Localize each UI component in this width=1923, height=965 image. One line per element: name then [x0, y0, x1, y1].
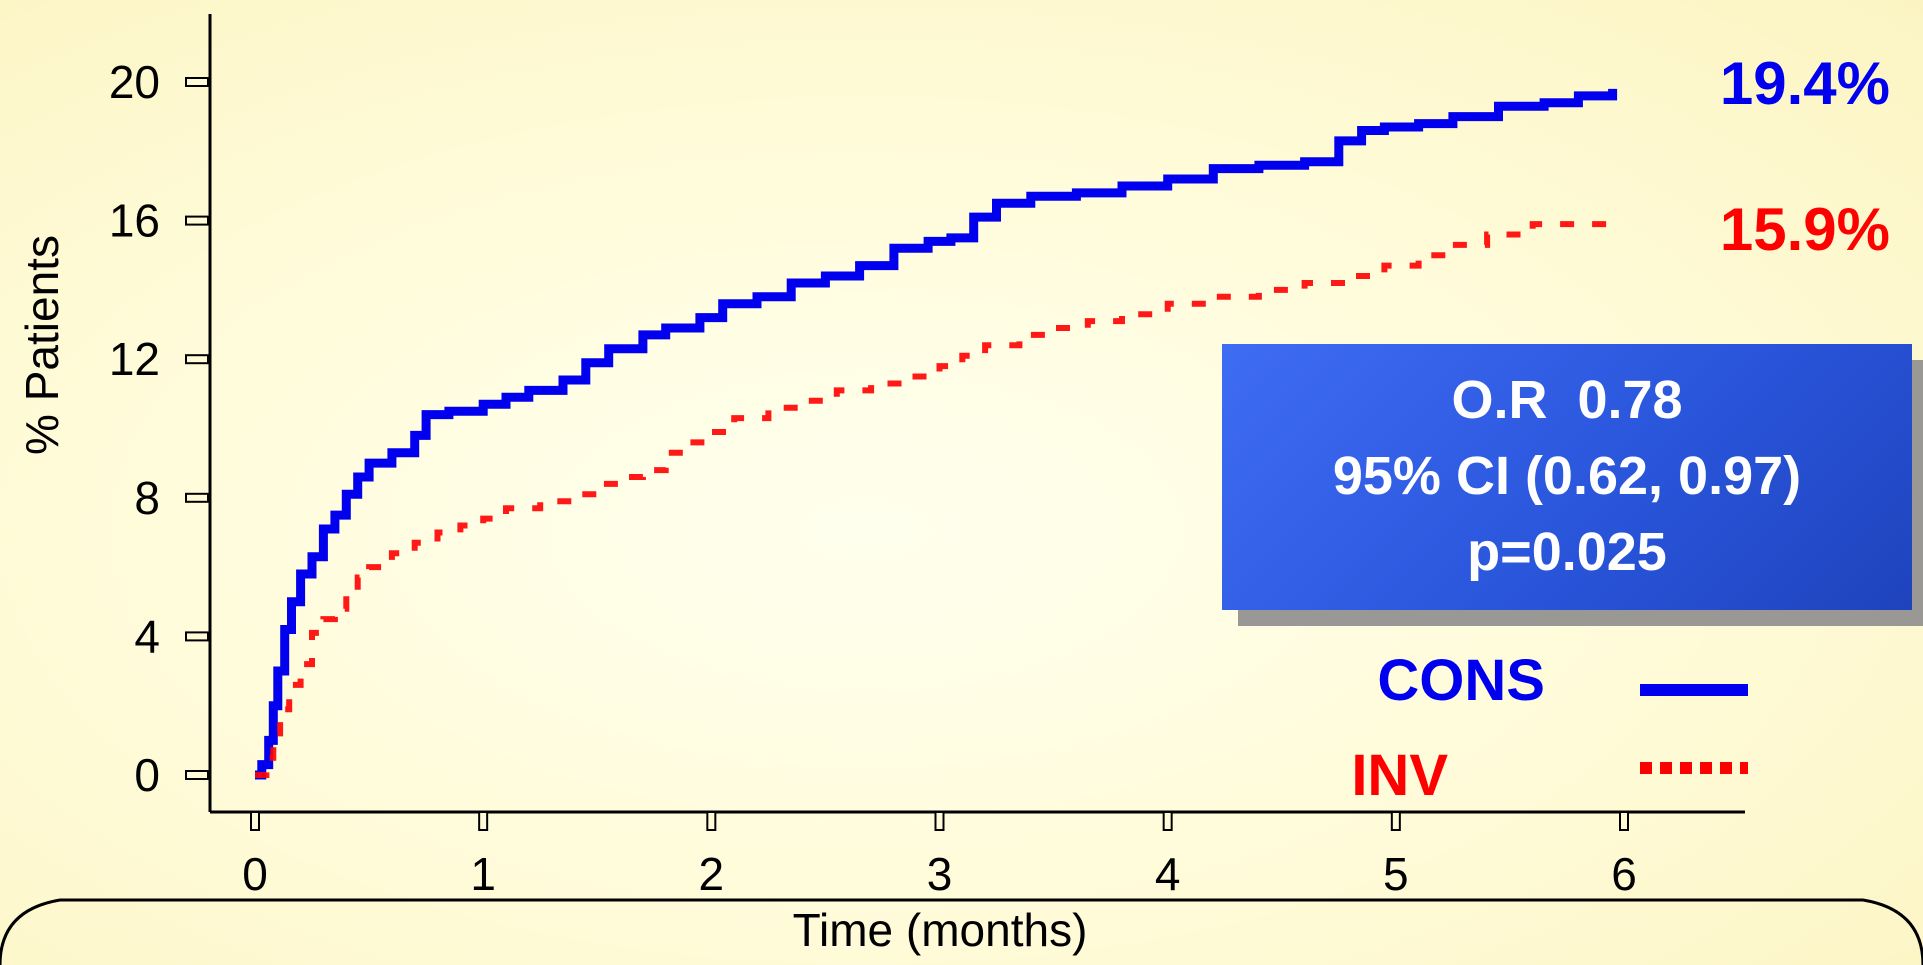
slide-frame	[0, 898, 1923, 965]
y-tick-mark	[185, 770, 209, 780]
x-tick-mark	[934, 811, 945, 831]
odds-ratio-box: O.R 0.78 95% CI (0.62, 0.97) p=0.025	[1222, 344, 1912, 610]
odds-ratio-text: O.R 0.78	[1451, 370, 1683, 430]
axes	[208, 14, 1745, 814]
x-tick-mark	[1390, 811, 1401, 831]
x-tick-label: 1	[470, 848, 496, 900]
x-tick-mark	[706, 811, 717, 831]
y-tick-mark	[185, 215, 209, 226]
x-axis-title: Time (months)	[793, 904, 1088, 956]
y-tick-label: 12	[109, 333, 160, 385]
x-tick-label: 2	[699, 848, 725, 900]
x-tick-label: 5	[1383, 848, 1409, 900]
x-tick-label: 6	[1611, 848, 1637, 900]
confidence-interval-text: 95% CI (0.62, 0.97)	[1332, 446, 1802, 506]
x-tick-mark	[1619, 811, 1629, 831]
x-tick-mark	[478, 811, 489, 831]
cons-end-label: 19.4%	[1720, 50, 1890, 117]
p-value-text: p=0.025	[1467, 522, 1667, 582]
y-ticks: 0 4 8 12 16 20	[109, 56, 209, 801]
y-tick-mark	[185, 77, 209, 87]
y-tick-label: 20	[109, 56, 160, 108]
x-tick-label: 4	[1155, 848, 1181, 900]
x-tick-label: 0	[242, 848, 268, 900]
series-line-cons	[255, 88, 1618, 780]
x-ticks: 0 1 2 3 4 5 6	[242, 811, 1637, 900]
legend-label-cons: CONS	[1377, 648, 1545, 713]
legend-label-inv: INV	[1351, 743, 1448, 808]
y-tick-mark	[185, 631, 209, 642]
y-tick-mark	[185, 492, 209, 503]
y-tick-label: 0	[134, 749, 160, 801]
inv-end-label: 15.9%	[1720, 196, 1890, 263]
y-tick-label: 4	[134, 610, 160, 662]
y-tick-label: 8	[134, 472, 160, 524]
y-tick-mark	[185, 354, 209, 365]
x-tick-mark	[1162, 811, 1173, 831]
y-tick-label: 16	[109, 195, 160, 247]
series-layer	[255, 88, 1618, 780]
x-tick-mark	[250, 811, 260, 831]
y-axis-title: % Patients	[16, 235, 68, 455]
x-tick-label: 3	[927, 848, 953, 900]
series-line-inv	[255, 220, 1616, 778]
legend: CONS INV	[1351, 648, 1748, 808]
